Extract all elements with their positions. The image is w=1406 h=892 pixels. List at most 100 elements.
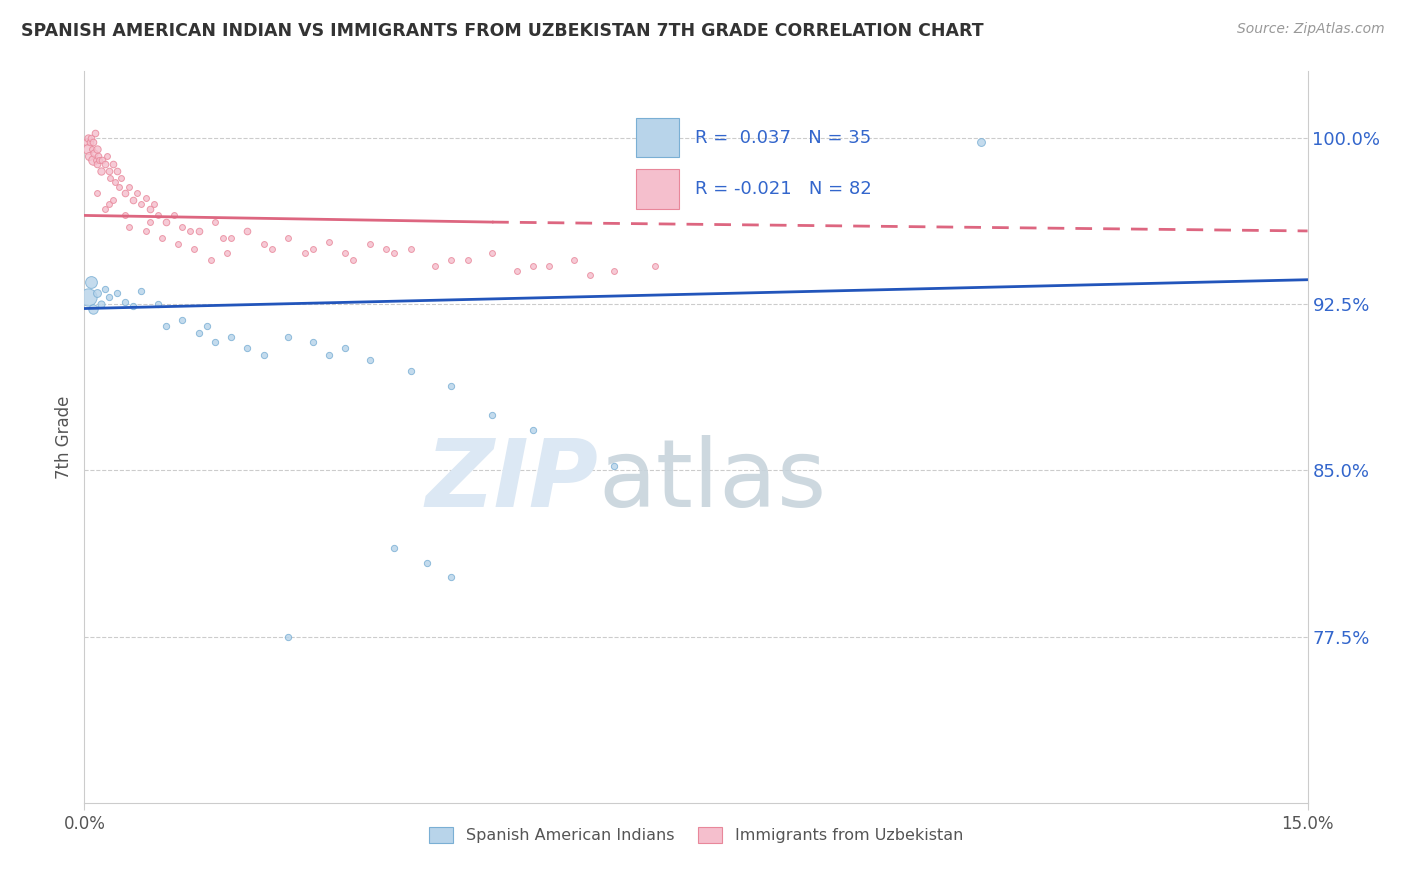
Point: [86, 157, 108, 171]
Point: [110, 170, 132, 185]
Point: [522, 260, 544, 274]
Text: ZIP: ZIP: [425, 435, 598, 527]
Point: [82, 136, 104, 150]
Point: [90, 164, 112, 178]
Point: [219, 330, 242, 344]
Point: [96, 148, 118, 162]
Point: [342, 252, 364, 267]
Point: [91, 153, 114, 167]
Point: [253, 237, 276, 252]
Point: [260, 242, 283, 256]
Point: [187, 224, 209, 238]
Point: [236, 342, 259, 356]
Point: [301, 242, 323, 256]
Point: [138, 202, 160, 216]
Point: [204, 215, 226, 229]
Point: [335, 342, 357, 356]
Point: [77, 148, 100, 162]
Point: [399, 242, 422, 256]
Point: [142, 197, 165, 211]
Point: [90, 297, 112, 311]
Point: [131, 284, 153, 298]
Point: [82, 153, 104, 167]
Point: [481, 246, 503, 260]
Point: [644, 260, 666, 274]
Point: [82, 301, 104, 316]
Point: [79, 136, 101, 150]
Point: [167, 237, 190, 252]
Point: [457, 252, 479, 267]
Point: [127, 186, 149, 201]
Point: [359, 237, 381, 252]
Point: [138, 215, 160, 229]
Point: [122, 193, 145, 207]
Point: [505, 264, 527, 278]
Point: [87, 148, 110, 162]
Point: [97, 197, 120, 211]
Point: [416, 557, 439, 571]
Point: [603, 458, 626, 473]
Point: [105, 285, 128, 300]
Point: [105, 164, 128, 178]
Point: [212, 230, 235, 244]
Point: [86, 142, 108, 156]
Point: [150, 230, 173, 244]
Point: [104, 175, 127, 189]
Point: [318, 348, 340, 362]
Point: [172, 219, 194, 234]
Point: [179, 224, 201, 238]
Point: [77, 142, 100, 156]
Point: [204, 334, 226, 349]
Point: [399, 363, 422, 377]
Point: [80, 142, 103, 156]
Point: [217, 246, 239, 260]
Point: [277, 630, 299, 644]
Point: [114, 209, 136, 223]
Point: [131, 197, 153, 211]
Point: [118, 219, 141, 234]
Point: [603, 264, 626, 278]
Point: [155, 215, 177, 229]
Point: [93, 202, 115, 216]
Point: [481, 408, 503, 422]
Point: [318, 235, 340, 249]
Point: [423, 260, 446, 274]
Point: [80, 131, 103, 145]
Point: [200, 252, 222, 267]
Point: [101, 193, 124, 207]
Point: [277, 330, 299, 344]
Point: [86, 285, 108, 300]
Point: [146, 209, 169, 223]
Point: [219, 230, 242, 244]
Point: [97, 290, 120, 304]
Point: [440, 570, 463, 584]
Point: [87, 153, 110, 167]
Legend: Spanish American Indians, Immigrants from Uzbekistan: Spanish American Indians, Immigrants fro…: [422, 821, 970, 850]
Point: [101, 157, 124, 171]
Y-axis label: 7th Grade: 7th Grade: [55, 395, 73, 479]
Point: [76, 131, 98, 145]
Point: [135, 224, 157, 238]
Point: [84, 153, 107, 167]
Point: [107, 179, 129, 194]
Text: SPANISH AMERICAN INDIAN VS IMMIGRANTS FROM UZBEKISTAN 7TH GRADE CORRELATION CHAR: SPANISH AMERICAN INDIAN VS IMMIGRANTS FR…: [21, 22, 984, 40]
Point: [114, 186, 136, 201]
Point: [146, 297, 169, 311]
Point: [97, 164, 120, 178]
Point: [277, 230, 299, 244]
Point: [382, 541, 405, 555]
Point: [86, 186, 108, 201]
Point: [77, 290, 100, 304]
Point: [93, 157, 115, 171]
Text: atlas: atlas: [598, 435, 827, 527]
Text: Source: ZipAtlas.com: Source: ZipAtlas.com: [1237, 22, 1385, 37]
Point: [114, 294, 136, 309]
Point: [172, 312, 194, 326]
Point: [236, 224, 259, 238]
Point: [382, 246, 405, 260]
Point: [135, 191, 157, 205]
Point: [301, 334, 323, 349]
Point: [970, 136, 993, 150]
Point: [122, 299, 145, 313]
Point: [187, 326, 209, 340]
